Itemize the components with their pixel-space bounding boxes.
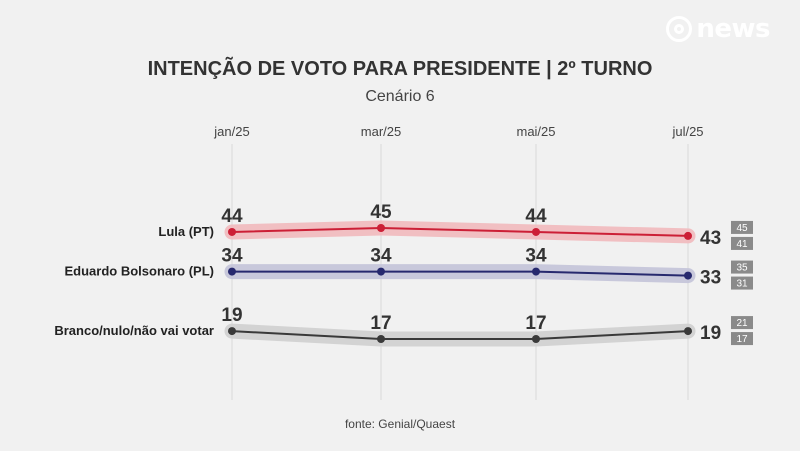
branco-nulo-point-0	[228, 327, 236, 336]
lula-range-low: 41	[736, 239, 748, 250]
eduardo-bolsonaro-line	[232, 270, 689, 277]
lula-range-box-low	[731, 236, 753, 250]
brand-name: news	[696, 14, 770, 44]
x-tick-mar-25: mar/25	[361, 124, 401, 139]
eduardo-bolsonaro-value-1: 34	[370, 246, 392, 267]
series-names: Lula (PT) Eduardo Bolsonaro (PL) Branco/nu…	[54, 224, 214, 338]
source-note: fonte: Genial/Quaest	[345, 417, 456, 431]
eduardo-bolsonaro-range-box-low	[731, 276, 753, 290]
lula-line	[231, 226, 689, 237]
branco-nulo-name: Branco/nulo/não vai votar	[54, 323, 214, 338]
lula-range-box-high	[731, 220, 753, 234]
branco-nulo-point-2	[532, 335, 540, 343]
x-tick-labels: jan/25 mar/25 mai/25 jul/25	[213, 124, 703, 139]
lula-value-2: 44	[525, 206, 547, 227]
lula-point-0	[228, 227, 236, 236]
branco-nulo-value-0: 19	[221, 305, 242, 326]
lula-range-high: 45	[736, 223, 748, 234]
lula-value-1: 45	[370, 202, 392, 223]
lula-point-1	[377, 224, 385, 232]
lula-name: Lula (PT)	[158, 224, 214, 239]
eduardo-bolsonaro-point-3	[684, 271, 692, 280]
eduardo-bolsonaro-range-high: 35	[736, 263, 748, 274]
branco-nulo-range-box-low	[731, 332, 753, 346]
eduardo-bolsonaro-range-low: 31	[736, 279, 748, 290]
x-tick-jan-25: jan/25	[213, 124, 249, 139]
branco-nulo-line	[231, 330, 689, 340]
lula-point-2	[532, 227, 540, 236]
lula-value-0: 44	[221, 206, 243, 227]
eduardo-bolsonaro-value-2: 34	[525, 246, 547, 267]
branco-nulo-value-2: 17	[525, 313, 546, 334]
chart-title: INTENÇÃO DE VOTO PARA PRESIDENTE | 2º TU…	[148, 57, 653, 80]
branco-nulo-range-box-high	[731, 316, 753, 330]
eduardo-bolsonaro-name: Eduardo Bolsonaro (PL)	[65, 264, 215, 279]
uncertainty-bands	[224, 220, 696, 347]
chart-subtitle: Cenário 6	[365, 88, 434, 105]
eduardo-bolsonaro-value-0: 34	[221, 246, 243, 267]
eduardo-bolsonaro-value-3: 33	[700, 268, 721, 289]
branco-nulo-value-1: 17	[370, 313, 391, 334]
branco-nulo-point-3	[684, 327, 692, 336]
eduardo-bolsonaro-point-0	[228, 267, 236, 276]
x-tick-mai-25: mai/25	[516, 124, 555, 139]
eduardo-bolsonaro-point-1	[377, 267, 385, 276]
eduardo-bolsonaro-point-2	[532, 267, 540, 276]
eduardo-bolsonaro-range-box-high	[731, 260, 753, 274]
range-boxes: 45 41 35 31 21 17	[731, 220, 753, 346]
branco-nulo-value-3: 19	[700, 323, 721, 344]
data-labels: 44 45 44 43 34 34 34 33 19 17 17 19	[221, 202, 721, 344]
brand-logo: news	[666, 14, 770, 44]
branco-nulo-range-low: 17	[736, 334, 748, 345]
series-points	[228, 224, 692, 343]
globo-icon	[666, 16, 693, 42]
x-tick-jul-25: jul/25	[671, 124, 703, 139]
branco-nulo-range-high: 21	[736, 318, 748, 329]
branco-nulo-point-1	[377, 335, 385, 343]
series-lines	[231, 226, 689, 340]
lula-point-3	[684, 231, 692, 240]
lula-value-3: 43	[700, 228, 721, 249]
